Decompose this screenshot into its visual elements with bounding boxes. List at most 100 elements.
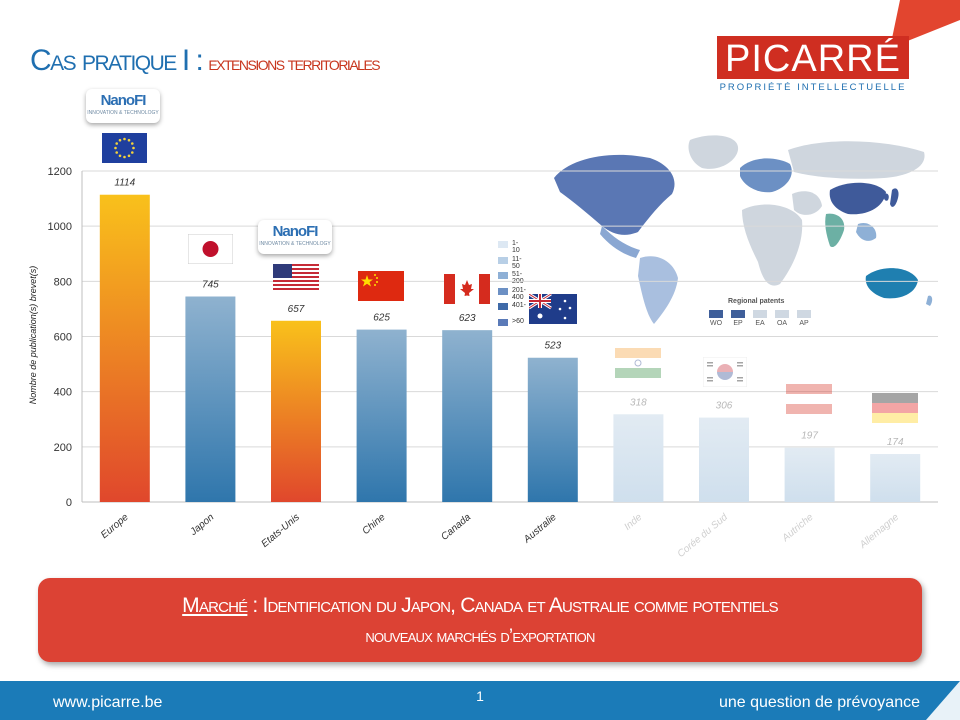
regional-label: OA — [776, 320, 788, 327]
footer-corner-decoration — [926, 681, 960, 720]
regional-swatch — [731, 310, 745, 318]
south-america-shape — [638, 256, 678, 324]
bar-japon — [185, 296, 236, 502]
y-tick-label: 800 — [54, 276, 72, 288]
new-zealand-shape — [926, 295, 933, 306]
value-labels: 1114 745 657 625 623 523 318 306 197 174 — [114, 178, 904, 448]
title-part3: extensions territoriales — [208, 53, 380, 75]
callout-line2: nouveaux marchés d’exportation — [365, 626, 595, 647]
north-america-shape — [554, 154, 675, 235]
regional-label: AP — [799, 320, 809, 327]
regional-swatch — [753, 310, 767, 318]
y-tick-label: 600 — [54, 332, 72, 344]
legend-swatch — [498, 241, 508, 248]
data-label: 174 — [887, 437, 904, 448]
south-korea-flag — [703, 357, 747, 387]
australia-flag — [529, 294, 577, 324]
x-tick-label: Inde — [622, 512, 644, 533]
legend-swatch — [498, 318, 508, 326]
title-part2: I : — [181, 44, 204, 77]
canada-flag — [444, 274, 490, 304]
bars — [99, 194, 921, 502]
x-tick-label: Canada — [439, 512, 473, 543]
bar-allemagne — [870, 454, 921, 502]
x-tick-label: Etats-Unis — [260, 512, 302, 550]
picarre-logo: PICARRÉ PROPRIÉTÉ INTELLECTUELLE — [717, 36, 909, 94]
regional-swatch — [797, 310, 811, 318]
y-tick-label: 1200 — [48, 166, 72, 178]
footer-website[interactable]: www.picarre.be — [53, 694, 163, 711]
data-label: 745 — [202, 280, 219, 291]
legend-swatch — [498, 256, 508, 264]
data-label: 1114 — [114, 178, 135, 189]
data-label: 657 — [288, 304, 305, 315]
x-tick-label: Australie — [521, 512, 559, 546]
india-flag — [615, 348, 661, 378]
mexico-shape — [600, 226, 640, 258]
china-flag — [358, 271, 404, 301]
x-tick-label: Corée du Sud — [676, 512, 731, 560]
data-label: 197 — [801, 431, 818, 442]
footer-tagline: une question de prévoyance — [718, 694, 920, 711]
market-callout: Marché : Identification du Japon, Canada… — [38, 578, 922, 662]
y-tick-label: 400 — [54, 387, 72, 399]
germany-flag — [872, 393, 918, 423]
austria-flag — [786, 384, 832, 414]
callout-text: : Identification du Japon, Canada et Aus… — [247, 594, 778, 617]
nanofi-badge: NanoFI INNOVATION & TECHNOLOGY — [86, 89, 160, 123]
greenland-shape — [688, 135, 739, 169]
bar-australie — [527, 357, 578, 502]
bar-etats-unis — [271, 320, 321, 502]
regional-label: WO — [709, 320, 723, 327]
china-shape — [829, 182, 886, 215]
usa-flag — [273, 264, 319, 290]
x-tick-label: Chine — [360, 512, 387, 538]
bar-canada — [442, 330, 493, 502]
x-tick-label: Japon — [188, 512, 217, 539]
bar-europe — [99, 194, 150, 502]
middle-east-shape — [792, 191, 822, 215]
regional-label: EA — [755, 320, 765, 327]
southeast-asia-shape — [856, 222, 877, 241]
footer-bar: www.picarre.be 1 une question de prévoya… — [0, 681, 960, 720]
data-label: 625 — [373, 313, 390, 324]
india-shape — [825, 213, 845, 248]
bar-chart: 0 200 400 600 800 1000 1200 Europe Japon Etats-U… — [48, 166, 938, 560]
eu-flag — [102, 133, 147, 163]
data-label: 523 — [544, 341, 561, 352]
nanofi-badge: NanoFI INNOVATION & TECHNOLOGY — [258, 220, 332, 254]
y-tick-label: 200 — [54, 442, 72, 454]
y-axis-label: Nombre de publication(s) brevet(s) — [28, 265, 38, 405]
japan-flag — [188, 234, 233, 264]
world-map — [554, 135, 933, 324]
callout-line1: Marché : Identification du Japon, Canada… — [38, 594, 922, 618]
bar-autriche — [784, 447, 835, 502]
legend-swatch — [498, 272, 508, 279]
x-tick-label: Europe — [99, 512, 131, 541]
y-tick-label: 0 — [66, 497, 72, 509]
page-title: Cas pratique I : extensions territoriales — [30, 44, 381, 78]
australia-shape — [865, 268, 918, 299]
logo-name: PICARRÉ — [725, 38, 901, 80]
regional-swatch — [775, 310, 789, 318]
logo-subtitle: PROPRIÉTÉ INTELLECTUELLE — [719, 82, 907, 93]
page-number: 1 — [476, 688, 484, 704]
africa-shape — [742, 204, 803, 286]
x-tick-label: Autriche — [780, 512, 816, 545]
regional-title: Regional patents — [728, 298, 785, 305]
data-label: 306 — [716, 401, 733, 412]
y-ticks: 0 200 400 600 800 1000 1200 — [48, 166, 72, 509]
bar-cor-e-du-sud — [699, 417, 749, 502]
legend-swatch — [498, 287, 508, 295]
russia-shape — [788, 141, 925, 179]
title-part1: Cas pratique — [30, 44, 177, 77]
legend-swatch — [498, 303, 508, 310]
callout-keyword: Marché — [182, 594, 248, 617]
x-tick-label: Allemagne — [857, 512, 901, 552]
regional-swatch — [709, 310, 723, 318]
data-label: 623 — [459, 313, 476, 324]
data-label: 318 — [630, 397, 647, 408]
europe-shape — [740, 158, 792, 193]
y-tick-label: 1000 — [48, 221, 72, 233]
korea-shape — [883, 193, 889, 201]
